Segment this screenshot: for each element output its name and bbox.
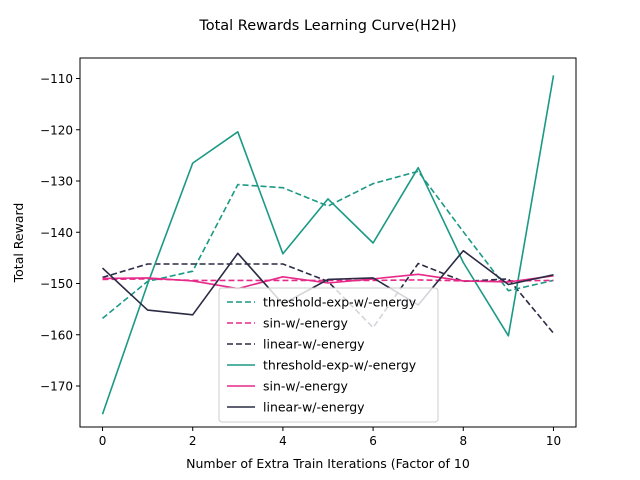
y-tick-label: −150 <box>40 277 73 291</box>
legend: threshold-exp-w/-energy sin-w/-energy line… <box>218 287 439 423</box>
series-lines <box>101 75 555 415</box>
series-line-6 <box>101 249 554 316</box>
legend-frame <box>218 287 439 423</box>
legend-label-5: sin-w/-energy <box>263 379 349 394</box>
x-tick-label: 0 <box>99 434 107 448</box>
x-tick-label: 6 <box>369 434 377 448</box>
y-tick-label: −110 <box>40 72 73 86</box>
y-tick-label: −170 <box>40 380 73 394</box>
axis-ticks: 0 2 4 6 8 10 −170 −160 −150 −140 −130 −120 −110 <box>40 72 561 448</box>
chart-title: Total Rewards Learning Curve(H2H) <box>198 18 456 34</box>
x-tick-label: 10 <box>546 434 561 448</box>
y-tick-label: −140 <box>40 226 73 240</box>
series-line-5 <box>102 273 554 290</box>
x-axis-label: Number of Extra Train Iterations (Factor… <box>186 456 470 471</box>
legend-label-1: threshold-exp-w/-energy <box>263 295 417 310</box>
legend-label-2: sin-w/-energy <box>263 316 349 331</box>
y-tick-label: −130 <box>40 175 73 189</box>
legend-label-4: threshold-exp-w/-energy <box>263 358 417 373</box>
legend-label-6: linear-w/-energy <box>263 400 365 415</box>
series-line-4 <box>101 75 555 415</box>
plot-frame <box>79 57 577 428</box>
y-tick-label: −160 <box>40 328 73 342</box>
x-tick-label: 2 <box>189 434 197 448</box>
y-axis-label: Total Reward <box>11 203 26 284</box>
y-tick-label: −120 <box>40 123 73 137</box>
x-tick-label: 4 <box>279 434 287 448</box>
x-tick-label: 8 <box>459 434 467 448</box>
legend-label-3: linear-w/-energy <box>263 337 365 352</box>
